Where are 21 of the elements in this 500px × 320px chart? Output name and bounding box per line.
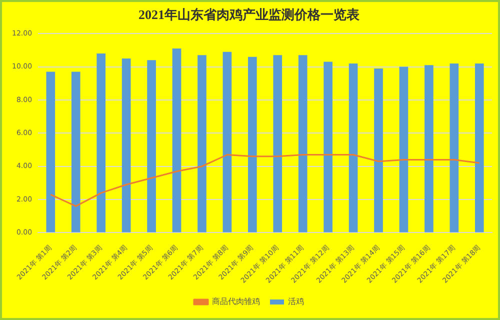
bar — [172, 48, 182, 232]
bar — [298, 55, 308, 232]
bar — [248, 56, 257, 232]
bar — [96, 54, 106, 232]
legend-label: 活鸡 — [288, 297, 304, 306]
bar — [46, 72, 56, 232]
bar — [399, 66, 408, 232]
legend-label: 商品代肉雏鸡 — [212, 297, 260, 306]
bar — [474, 63, 484, 232]
bar — [424, 65, 434, 232]
bar — [198, 55, 206, 232]
bar — [348, 63, 358, 232]
bar — [122, 58, 131, 232]
bar — [71, 72, 80, 232]
chart-title: 2021年山东省肉鸡产业监测价格一览表 — [138, 7, 360, 22]
bar — [324, 62, 332, 232]
bar — [273, 55, 282, 232]
bar — [374, 68, 383, 232]
bar — [147, 60, 156, 232]
bar — [450, 63, 459, 232]
bar — [222, 52, 232, 232]
